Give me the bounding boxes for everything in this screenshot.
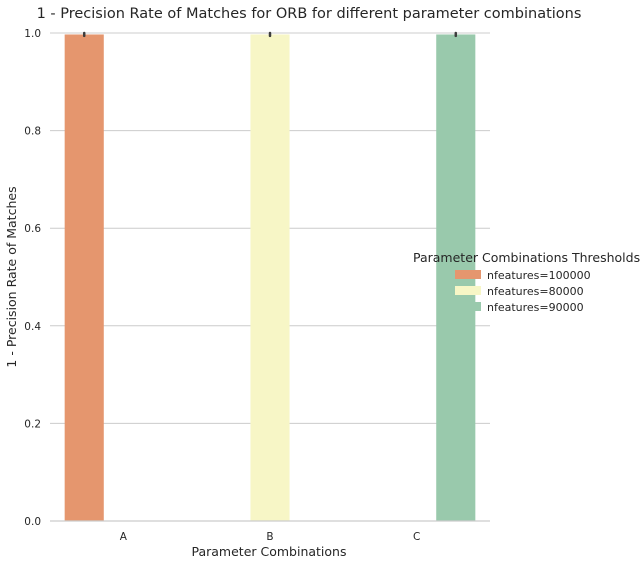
y-tick-label: 0.2 xyxy=(24,418,41,430)
x-tick-labels: A B C xyxy=(120,531,421,543)
x-tick-label: B xyxy=(266,531,273,543)
x-axis-label: Parameter Combinations xyxy=(191,544,346,559)
legend-label: nfeatures=100000 xyxy=(487,269,591,282)
legend-title: Parameter Combinations Thresholds xyxy=(413,250,640,265)
legend-items: nfeatures=100000 nfeatures=80000 nfeatures… xyxy=(455,269,591,314)
legend-label: nfeatures=90000 xyxy=(487,301,584,314)
legend-label: nfeatures=80000 xyxy=(487,285,584,298)
chart-title: 1 - Precision Rate of Matches for ORB fo… xyxy=(37,6,582,22)
y-tick-label: 0.6 xyxy=(24,223,41,235)
y-tick-labels: 0.0 0.2 0.4 0.6 0.8 1.0 xyxy=(24,28,41,528)
bars xyxy=(64,34,476,522)
x-tick-label: A xyxy=(120,531,128,543)
y-tick-label: 0.8 xyxy=(24,126,41,138)
y-tick-label: 1.0 xyxy=(24,28,41,40)
legend-swatch xyxy=(455,270,481,279)
error-bars xyxy=(82,31,458,38)
y-axis-label: 1 - Precision Rate of Matches xyxy=(4,186,19,367)
bar-a-series-0 xyxy=(64,34,104,522)
legend-swatch xyxy=(455,302,481,311)
x-tick-label: C xyxy=(413,531,420,543)
bar-b-series-1 xyxy=(250,34,290,522)
legend-swatch xyxy=(455,286,481,295)
y-tick-label: 0.4 xyxy=(24,321,41,333)
legend: Parameter Combinations Thresholds nfeatu… xyxy=(413,250,640,314)
y-tick-label: 0.0 xyxy=(24,516,41,528)
